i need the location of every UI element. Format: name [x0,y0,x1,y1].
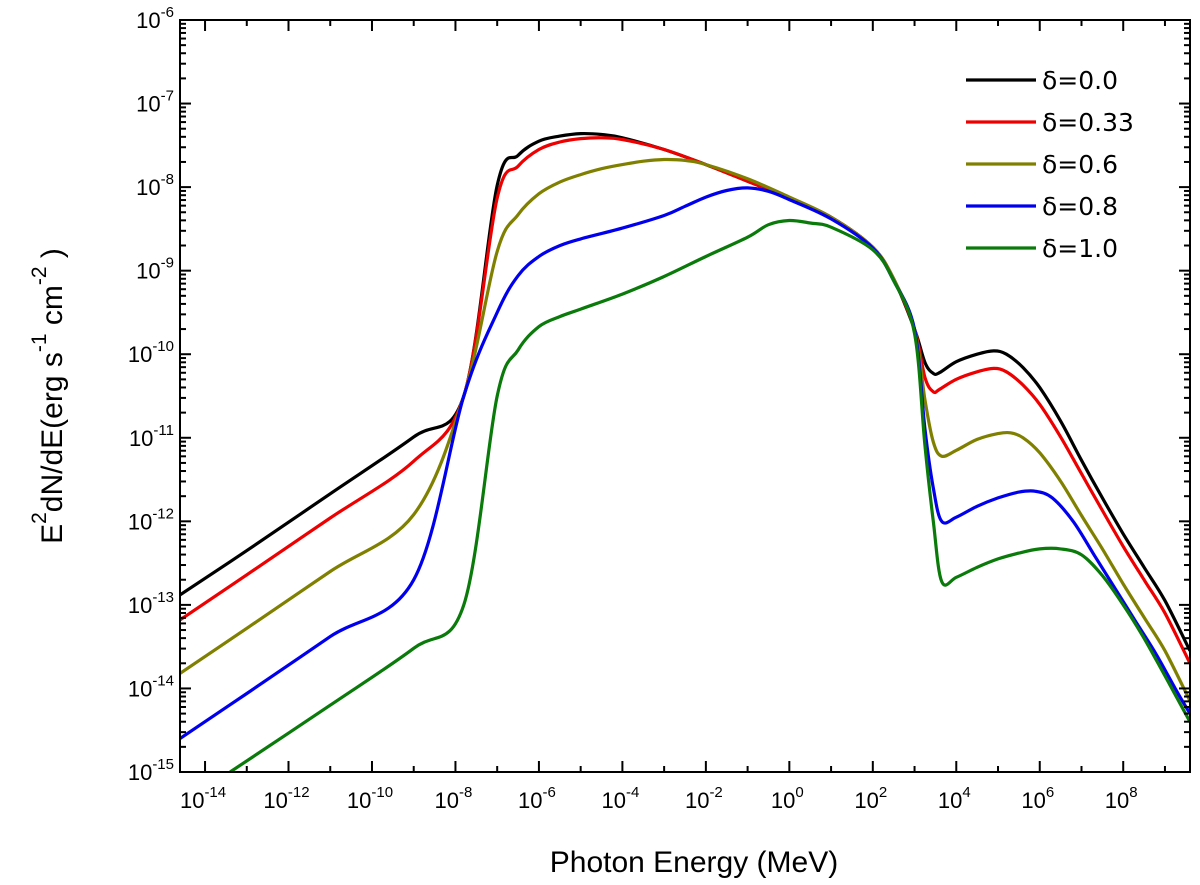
x-tick-label: 100 [771,784,804,813]
y-tick-label: 10-9 [136,255,174,284]
legend-label: δ=0.0 [1042,66,1118,95]
legend: δ=0.0 δ=0.33 δ=0.6 δ=0.8 δ=1.0 [966,66,1134,263]
y-tick-label: 10-11 [129,422,174,451]
y-tick-label: 10-8 [136,171,174,200]
y-tick-label: 10-7 [136,88,174,117]
series-line-2 [180,157,1190,702]
y-tick-label: 10-14 [128,672,174,701]
series-line-4 [229,218,1190,772]
x-tick-label: 10-10 [347,784,393,813]
y-tick-label: 10-13 [128,589,174,618]
legend-label: δ=0.33 [1042,108,1134,137]
legend-label: δ=0.8 [1042,192,1118,221]
x-tick-label: 104 [938,784,971,813]
plot-frame [179,19,1191,773]
y-tick-label: 10-15 [128,756,174,785]
x-tick-label: 102 [854,784,887,813]
y-tick-label: 10-10 [128,338,174,367]
x-tick-label: 10-8 [435,784,473,813]
x-tick-label: 10-14 [180,784,226,813]
x-axis-title: Photon Energy (MeV) [550,846,838,879]
series-line-3 [180,186,1190,740]
x-tick-label: 108 [1105,784,1138,813]
series-line-0 [180,131,1190,652]
y-axis-title: E2dN/dE(erg s-1 cm-2 ) [28,248,69,544]
y-tick-label: 10-6 [136,4,174,33]
x-tick-label: 10-4 [601,784,639,813]
legend-label: δ=1.0 [1042,234,1118,263]
x-tick-label: 106 [1021,784,1054,813]
x-tick-label: 10-12 [263,784,309,813]
y-tick-label: 10-12 [128,505,174,534]
series-line-1 [180,136,1190,665]
x-tick-label: 10-2 [685,784,723,813]
x-tick-label: 10-6 [518,784,556,813]
legend-label: δ=0.6 [1042,150,1118,179]
